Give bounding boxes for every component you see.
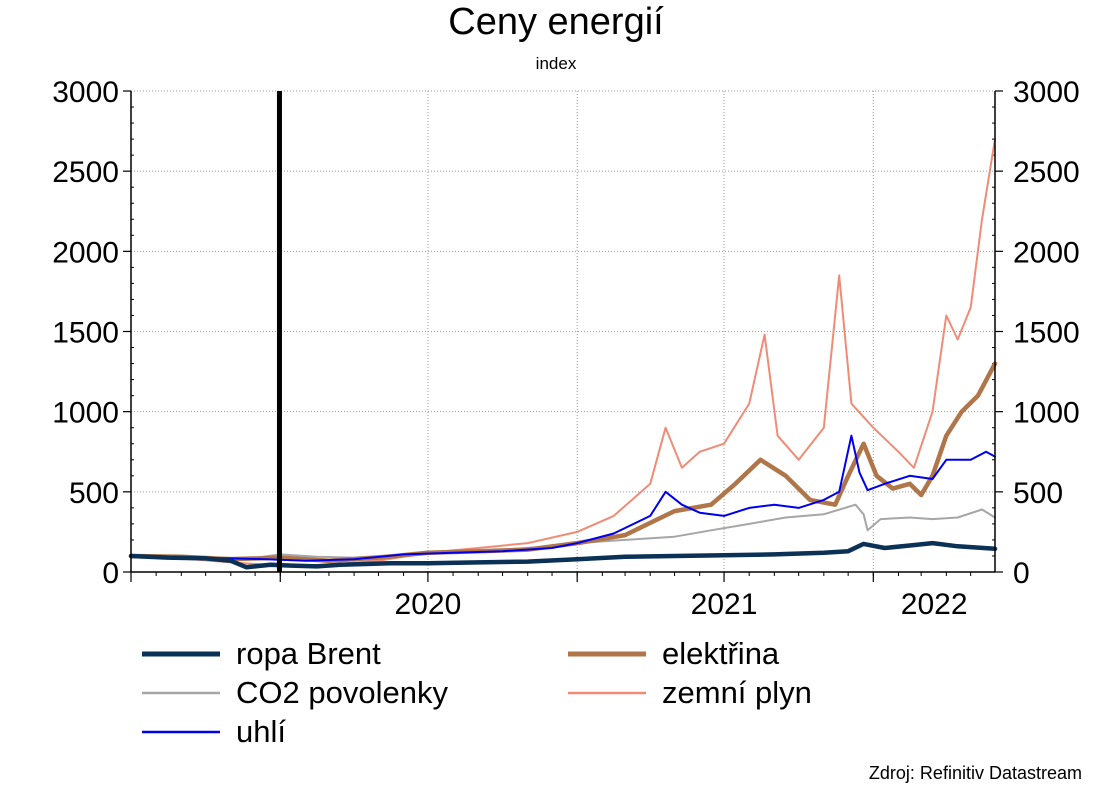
y-tick-label-right: 1500 bbox=[1013, 317, 1080, 350]
y-tick-label-left: 500 bbox=[69, 477, 119, 510]
series-line-elektřina bbox=[128, 361, 998, 564]
y-tick-label-right: 1000 bbox=[1013, 397, 1080, 430]
x-tick-label-2021: 2021 bbox=[691, 588, 758, 621]
series-line-co2-povolenky bbox=[130, 503, 996, 559]
y-tick-label-right: 3000 bbox=[1013, 76, 1080, 109]
x-tick-label-2020: 2020 bbox=[395, 588, 462, 621]
series-line-ropa-brent bbox=[128, 540, 998, 570]
y-tick-label-right: 0 bbox=[1013, 557, 1030, 590]
y-tick-label-left: 3000 bbox=[52, 76, 119, 109]
y-tick-label-left: 2500 bbox=[52, 156, 119, 189]
y-tick-label-right: 500 bbox=[1013, 477, 1063, 510]
y-tick-label-left: 1000 bbox=[52, 397, 119, 430]
series-line-zemní-plyn bbox=[130, 138, 996, 567]
y-tick-label-left: 2000 bbox=[52, 236, 119, 269]
y-tick-label-right: 2000 bbox=[1013, 236, 1080, 269]
x-tick-label-2022: 2022 bbox=[901, 588, 968, 621]
series-line-uhlí bbox=[130, 434, 996, 562]
y-tick-label-left: 0 bbox=[102, 557, 119, 590]
chart-title: Ceny energií bbox=[448, 1, 664, 43]
chart-source: Zdroj: Refinitiv Datastream bbox=[868, 763, 1082, 783]
y-tick-label-right: 2500 bbox=[1013, 156, 1080, 189]
chart-subtitle: index bbox=[535, 54, 577, 73]
y-tick-label-left: 1500 bbox=[52, 317, 119, 350]
